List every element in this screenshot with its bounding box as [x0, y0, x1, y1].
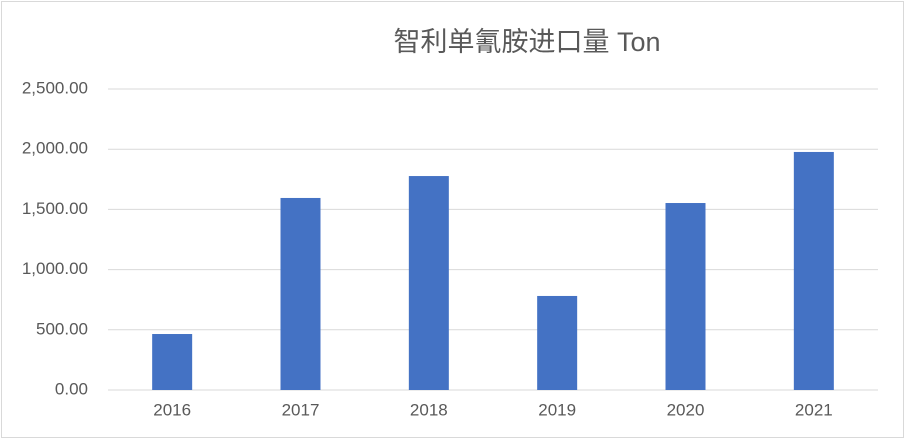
x-tick-label: 2020	[667, 400, 705, 419]
bar	[408, 176, 449, 390]
x-tick-label: 2017	[282, 400, 320, 419]
y-tick-label: 2,000.00	[22, 139, 88, 158]
y-tick-label: 1,500.00	[22, 199, 88, 218]
bar	[152, 334, 193, 390]
x-tick-label: 2018	[410, 400, 448, 419]
bar	[537, 295, 578, 390]
y-tick-label: 500.00	[36, 319, 88, 338]
x-tick-label: 2019	[538, 400, 576, 419]
x-tick-label: 2021	[795, 400, 833, 419]
x-tick-label: 2016	[153, 400, 191, 419]
bar	[665, 203, 706, 390]
y-tick-label: 2,500.00	[22, 78, 88, 97]
y-tick-label: 0.00	[55, 379, 88, 398]
bar	[280, 197, 321, 390]
y-tick-label: 1,000.00	[22, 259, 88, 278]
bar	[793, 151, 834, 390]
chart-title: 智利单氰胺进口量 Ton	[393, 27, 660, 57]
